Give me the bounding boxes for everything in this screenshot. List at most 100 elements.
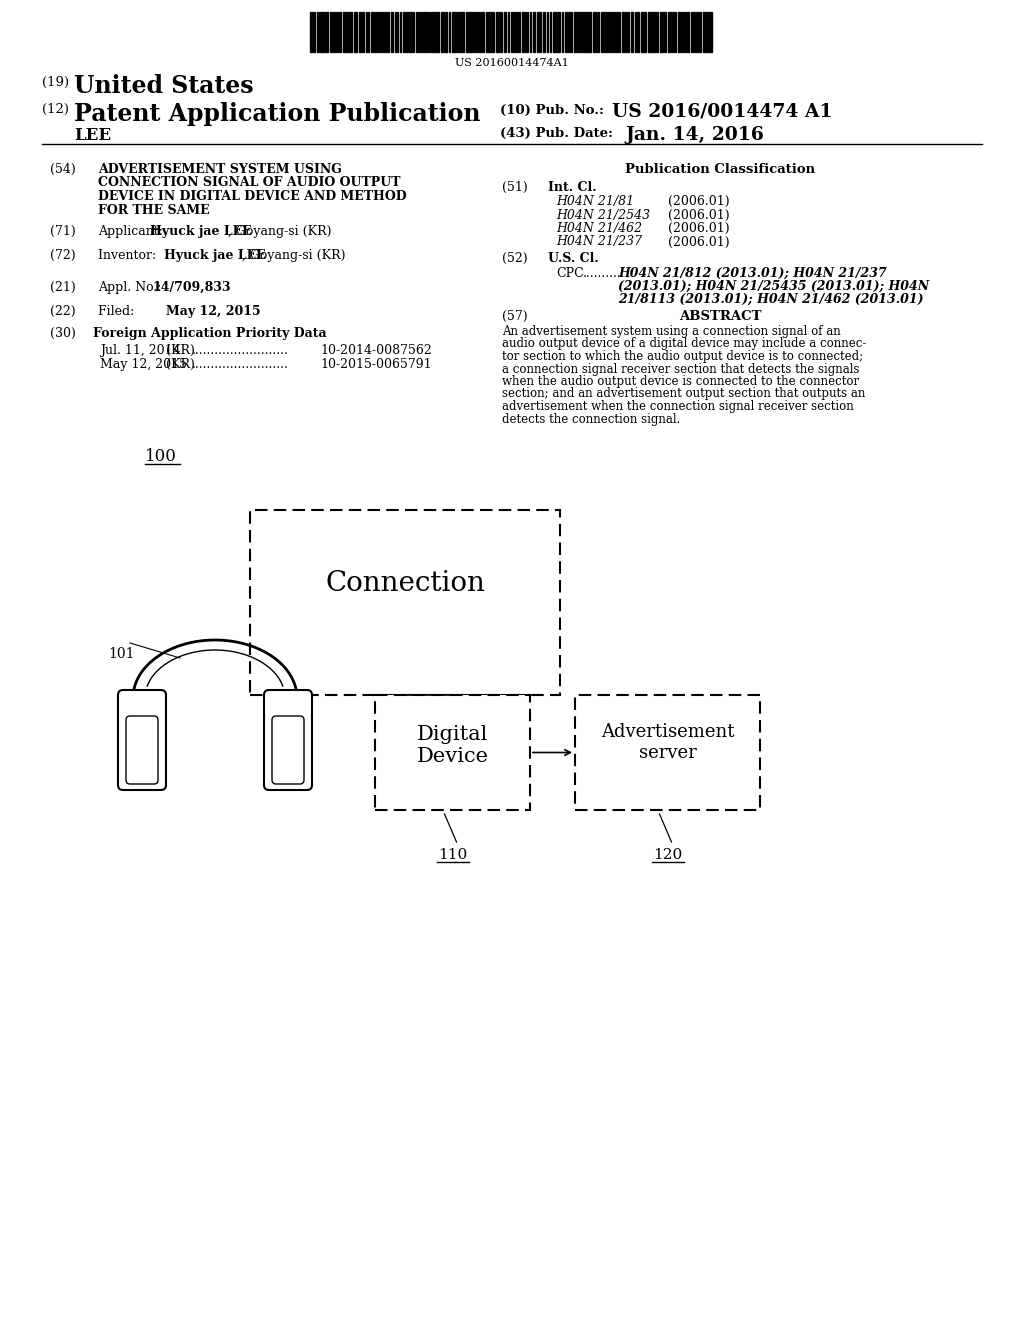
Text: .........................: ......................... xyxy=(193,345,289,356)
Bar xyxy=(321,12,324,51)
Text: ..........: .......... xyxy=(583,267,622,280)
Text: U.S. Cl.: U.S. Cl. xyxy=(548,252,599,265)
Bar xyxy=(362,12,364,51)
Text: (2006.01): (2006.01) xyxy=(668,195,730,209)
Text: audio output device of a digital device may include a connec-: audio output device of a digital device … xyxy=(502,338,866,351)
Bar xyxy=(660,12,663,51)
Text: US 2016/0014474 A1: US 2016/0014474 A1 xyxy=(612,102,833,120)
Text: (54): (54) xyxy=(50,162,76,176)
Bar xyxy=(391,12,393,51)
Text: Appl. No.:: Appl. No.: xyxy=(98,281,165,294)
Bar xyxy=(652,12,655,51)
Text: .........................: ......................... xyxy=(193,358,289,371)
Text: , Goyang-si (KR): , Goyang-si (KR) xyxy=(228,224,332,238)
Bar xyxy=(539,12,541,51)
Bar xyxy=(593,12,595,51)
Text: (51): (51) xyxy=(502,181,527,194)
Text: (57): (57) xyxy=(502,310,527,323)
Bar xyxy=(452,12,455,51)
Bar xyxy=(656,12,658,51)
Text: 110: 110 xyxy=(438,847,467,862)
Text: 100: 100 xyxy=(145,447,177,465)
Text: (71): (71) xyxy=(50,224,76,238)
Bar xyxy=(681,12,683,51)
Bar xyxy=(441,12,444,51)
Text: 101: 101 xyxy=(108,647,134,661)
Text: (2006.01): (2006.01) xyxy=(668,222,730,235)
Text: (KR): (KR) xyxy=(166,358,195,371)
Bar xyxy=(403,12,406,51)
Text: section; and an advertisement output section that outputs an: section; and an advertisement output sec… xyxy=(502,388,865,400)
Bar xyxy=(622,12,624,51)
Text: An advertisement system using a connection signal of an: An advertisement system using a connecti… xyxy=(502,325,841,338)
FancyBboxPatch shape xyxy=(126,715,158,784)
Bar xyxy=(445,12,447,51)
Text: H04N 21/462: H04N 21/462 xyxy=(556,222,642,235)
Bar xyxy=(250,510,560,696)
FancyBboxPatch shape xyxy=(264,690,312,789)
Bar xyxy=(644,12,646,51)
Bar xyxy=(466,12,468,51)
Text: Hyuck jae LEE: Hyuck jae LEE xyxy=(150,224,252,238)
Bar xyxy=(375,696,530,810)
Bar xyxy=(697,12,699,51)
Bar xyxy=(458,12,460,51)
Text: H04N 21/81: H04N 21/81 xyxy=(556,195,634,209)
Bar xyxy=(511,12,513,51)
Bar xyxy=(469,12,472,51)
Bar xyxy=(607,12,609,51)
Text: Jan. 14, 2016: Jan. 14, 2016 xyxy=(625,125,764,144)
Bar xyxy=(641,12,643,51)
Text: when the audio output device is connected to the connector: when the audio output device is connecte… xyxy=(502,375,859,388)
Text: 10-2014-0087562: 10-2014-0087562 xyxy=(319,345,432,356)
Text: (52): (52) xyxy=(502,252,527,265)
Text: Applicant:: Applicant: xyxy=(98,224,163,238)
Text: detects the connection signal.: detects the connection signal. xyxy=(502,412,680,425)
Bar xyxy=(496,12,498,51)
Text: H04N 21/237: H04N 21/237 xyxy=(556,235,642,248)
Text: , Goyang-si (KR): , Goyang-si (KR) xyxy=(242,249,345,261)
Bar xyxy=(664,12,666,51)
Bar xyxy=(588,12,591,51)
Text: tor section to which the audio output device is to connected;: tor section to which the audio output de… xyxy=(502,350,863,363)
Bar xyxy=(706,12,708,51)
Text: Publication Classification: Publication Classification xyxy=(625,162,815,176)
Text: advertisement when the connection signal receiver section: advertisement when the connection signal… xyxy=(502,400,854,413)
Bar xyxy=(461,12,464,51)
Bar xyxy=(534,12,535,51)
Bar xyxy=(325,12,328,51)
Text: ADVERTISEMENT SYSTEM USING: ADVERTISEMENT SYSTEM USING xyxy=(98,162,342,176)
Bar xyxy=(678,12,680,51)
Bar xyxy=(380,12,382,51)
Bar xyxy=(385,12,387,51)
Bar xyxy=(616,12,618,51)
Bar xyxy=(477,12,479,51)
Bar xyxy=(648,12,651,51)
Text: a connection signal receiver section that detects the signals: a connection signal receiver section tha… xyxy=(502,363,859,375)
Text: (43) Pub. Date:: (43) Pub. Date: xyxy=(500,127,613,140)
Text: H04N 21/812 (2013.01); H04N 21/237: H04N 21/812 (2013.01); H04N 21/237 xyxy=(618,267,887,280)
Text: (22): (22) xyxy=(50,305,76,318)
Text: Digital
Device: Digital Device xyxy=(417,725,488,766)
Text: (10) Pub. No.:: (10) Pub. No.: xyxy=(500,104,604,117)
FancyBboxPatch shape xyxy=(118,690,166,789)
Bar xyxy=(522,12,524,51)
Bar xyxy=(482,12,484,51)
Bar xyxy=(354,12,357,51)
Bar xyxy=(346,12,348,51)
Text: (12): (12) xyxy=(42,103,69,116)
Text: (19): (19) xyxy=(42,77,70,88)
Text: Patent Application Publication: Patent Application Publication xyxy=(74,102,480,125)
Text: DEVICE IN DIGITAL DEVICE AND METHOD: DEVICE IN DIGITAL DEVICE AND METHOD xyxy=(98,190,407,203)
Bar xyxy=(686,12,689,51)
Text: (72): (72) xyxy=(50,249,76,261)
Bar xyxy=(553,12,556,51)
Text: 10-2015-0065791: 10-2015-0065791 xyxy=(319,358,432,371)
Bar xyxy=(432,12,435,51)
Text: May 12, 2015: May 12, 2015 xyxy=(100,358,187,371)
Bar xyxy=(703,12,705,51)
Bar xyxy=(333,12,335,51)
Bar xyxy=(488,12,490,51)
Bar xyxy=(424,12,427,51)
Text: United States: United States xyxy=(74,74,254,98)
